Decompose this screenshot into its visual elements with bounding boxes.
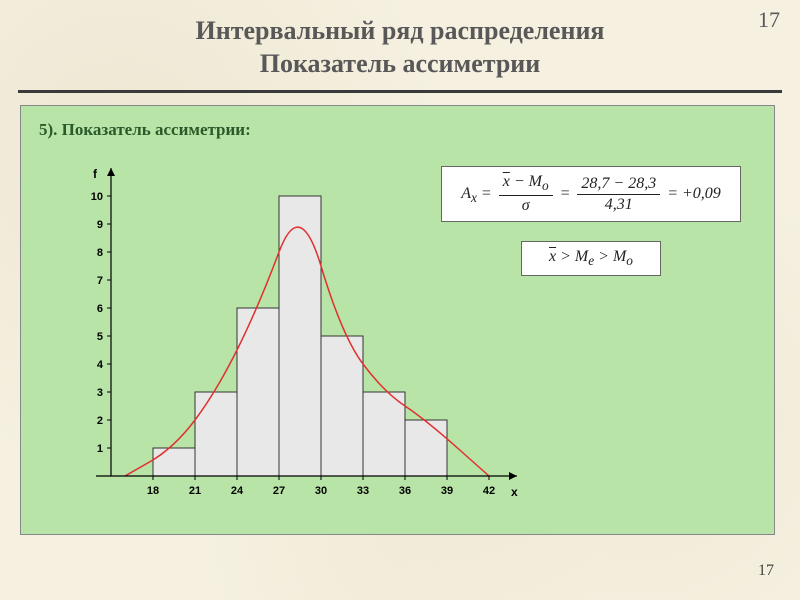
slide-title: Интервальный ряд распределения Показател… <box>60 15 740 80</box>
y-axis-label: f <box>93 167 98 181</box>
histogram-bar <box>321 336 363 476</box>
title-line-1: Интервальный ряд распределения <box>195 16 604 45</box>
x-tick-label: 36 <box>399 485 411 497</box>
panel-caption: 5). Показатель ассиметрии: <box>39 120 251 140</box>
y-tick-label: 7 <box>97 275 103 287</box>
chart-panel: 5). Показатель ассиметрии: Ax = x − Mo σ… <box>20 105 775 535</box>
y-tick-label: 9 <box>97 219 103 231</box>
page-number: 17 <box>758 562 774 580</box>
x-tick-label: 33 <box>357 485 369 497</box>
title-line-2: Показатель ассиметрии <box>260 49 541 78</box>
x-axis-label: x <box>511 485 518 499</box>
x-tick-label: 39 <box>441 485 453 497</box>
y-tick-label: 3 <box>97 387 103 399</box>
x-tick-label: 18 <box>147 485 159 497</box>
histogram-bar <box>405 420 447 476</box>
histogram-bar <box>363 392 405 476</box>
y-tick-label: 10 <box>91 191 103 203</box>
x-axis-arrow <box>509 472 517 480</box>
y-tick-label: 2 <box>97 415 103 427</box>
x-tick-label: 21 <box>189 485 201 497</box>
y-tick-label: 6 <box>97 303 103 315</box>
y-tick-label: 8 <box>97 247 103 259</box>
formula-result: = +0,09 <box>667 185 721 202</box>
x-tick-label: 42 <box>483 485 495 497</box>
x-tick-label: 30 <box>315 485 327 497</box>
formula-eq: = <box>560 185 571 202</box>
y-tick-label: 4 <box>97 359 104 371</box>
y-tick-label: 1 <box>97 443 103 455</box>
histogram-chart: 1 2 3 4 5 6 7 8 9 10 18 21 24 27 30 33 36 39 42 f x <box>41 156 521 526</box>
histogram-bar <box>195 392 237 476</box>
histogram-bar <box>237 308 279 476</box>
x-tick-label: 24 <box>231 485 244 497</box>
corner-page-number: 17 <box>758 10 772 31</box>
formula-inequality: x > Me > Mo <box>521 241 661 276</box>
y-tick-label: 5 <box>97 331 103 343</box>
x-tick-label: 27 <box>273 485 285 497</box>
y-axis-arrow <box>107 168 115 176</box>
title-underline <box>18 90 782 93</box>
chart-svg: 1 2 3 4 5 6 7 8 9 10 18 21 24 27 30 33 36 39 42 f x <box>41 156 521 526</box>
formula-frac-2: 28,7 − 28,3 4,31 <box>577 175 660 214</box>
histogram-bar <box>153 448 195 476</box>
